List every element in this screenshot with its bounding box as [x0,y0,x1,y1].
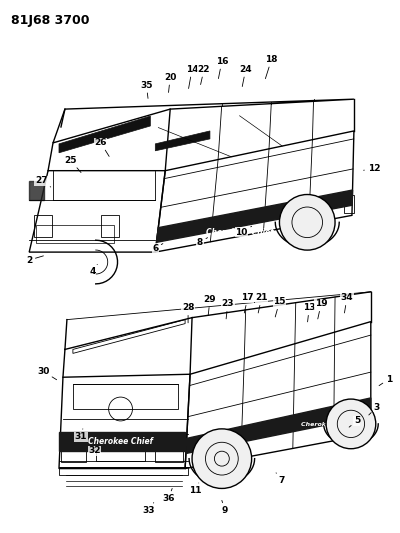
Text: 32: 32 [88,443,101,455]
Text: 9: 9 [222,500,228,515]
Text: 18: 18 [265,55,278,79]
Text: 16: 16 [216,57,228,78]
Text: 4: 4 [90,264,97,277]
Text: 10: 10 [236,227,252,237]
Text: 15: 15 [273,297,286,317]
Text: 35: 35 [140,81,153,99]
Text: 5: 5 [349,416,360,427]
Text: 33: 33 [142,503,155,515]
Text: 36: 36 [162,488,174,503]
Text: 23: 23 [222,299,234,319]
Text: 81J68 3700: 81J68 3700 [11,14,90,27]
Text: 2: 2 [26,255,44,264]
Text: 27: 27 [35,176,51,187]
Text: 6: 6 [152,244,163,253]
Polygon shape [29,181,44,200]
Text: 14: 14 [186,65,198,88]
Polygon shape [155,131,210,151]
Circle shape [192,429,252,488]
Text: 24: 24 [239,65,252,86]
Polygon shape [156,190,352,243]
Text: 12: 12 [364,164,380,173]
Text: 34: 34 [341,293,353,313]
Text: 21: 21 [255,293,268,313]
Text: 13: 13 [303,303,316,322]
Circle shape [326,399,376,449]
Text: 17: 17 [241,293,254,313]
Text: 30: 30 [37,367,57,379]
Polygon shape [186,398,371,454]
Text: 26: 26 [94,139,109,156]
Polygon shape [59,116,150,153]
Text: 20: 20 [164,73,176,92]
Text: 7: 7 [276,473,285,485]
Text: Cherokee Chief: Cherokee Chief [301,422,354,427]
Circle shape [280,195,335,250]
Text: 8: 8 [197,238,208,247]
Text: 3: 3 [369,402,380,415]
Text: 29: 29 [204,295,216,315]
Text: Cherokee Chief: Cherokee Chief [88,437,153,446]
Text: 25: 25 [65,156,81,173]
Text: 11: 11 [189,483,201,495]
Text: Cherokee  Chief: Cherokee Chief [206,228,274,237]
Text: 19: 19 [315,299,328,319]
Text: 31: 31 [74,429,87,441]
Text: 22: 22 [198,65,210,85]
Text: 28: 28 [182,303,194,323]
Text: 1: 1 [379,375,392,385]
Polygon shape [59,432,185,451]
